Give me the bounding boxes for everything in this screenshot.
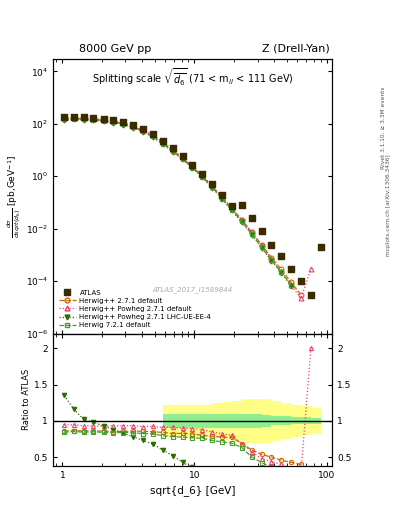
Point: [308, 291, 314, 299]
Point: [150, 130, 156, 138]
Point: [258, 227, 264, 236]
Point: [130, 121, 136, 129]
Point: [81, 113, 87, 121]
Point: [110, 116, 116, 124]
Point: [278, 252, 285, 260]
Point: [101, 115, 107, 123]
Text: mcplots.cern.ch [arXiv:1306.3436]: mcplots.cern.ch [arXiv:1306.3436]: [386, 154, 391, 255]
Point: [199, 169, 206, 178]
Legend: ATLAS, Herwig++ 2.7.1 default, Herwig++ Powheg 2.7.1 default, Herwig++ Powheg 2.: ATLAS, Herwig++ 2.7.1 default, Herwig++ …: [57, 288, 213, 330]
Point: [71, 113, 77, 121]
Point: [160, 137, 166, 145]
Point: [288, 265, 294, 273]
Text: Splitting scale $\sqrt{\overline{d_6}}$ (71 < m$_{ll}$ < 111 GeV): Splitting scale $\sqrt{\overline{d_6}}$ …: [92, 67, 294, 89]
Point: [120, 118, 127, 126]
Point: [61, 113, 67, 121]
Point: [229, 202, 235, 210]
Y-axis label: Ratio to ATLAS: Ratio to ATLAS: [22, 369, 31, 431]
Text: Z (Drell-Yan): Z (Drell-Yan): [263, 44, 330, 54]
X-axis label: sqrt{d_6} [GeV]: sqrt{d_6} [GeV]: [150, 485, 235, 496]
Text: ATLAS_2017_I1589844: ATLAS_2017_I1589844: [152, 286, 233, 293]
Point: [248, 214, 255, 222]
Point: [209, 180, 215, 188]
Point: [298, 277, 304, 285]
Point: [219, 190, 225, 199]
Text: 8000 GeV pp: 8000 GeV pp: [79, 44, 151, 54]
Point: [140, 125, 146, 133]
Point: [318, 243, 324, 251]
Point: [169, 144, 176, 153]
Point: [268, 241, 275, 249]
Point: [90, 114, 97, 122]
Point: [189, 160, 196, 168]
Point: [180, 152, 186, 160]
Point: [239, 201, 245, 209]
Y-axis label: $\frac{d\sigma}{dsqrt(d_6)}$ [pb,GeV$^{-1}$]: $\frac{d\sigma}{dsqrt(d_6)}$ [pb,GeV$^{-…: [6, 155, 23, 238]
Text: Rivet 3.1.10, ≥ 3.3M events: Rivet 3.1.10, ≥ 3.3M events: [381, 87, 386, 169]
